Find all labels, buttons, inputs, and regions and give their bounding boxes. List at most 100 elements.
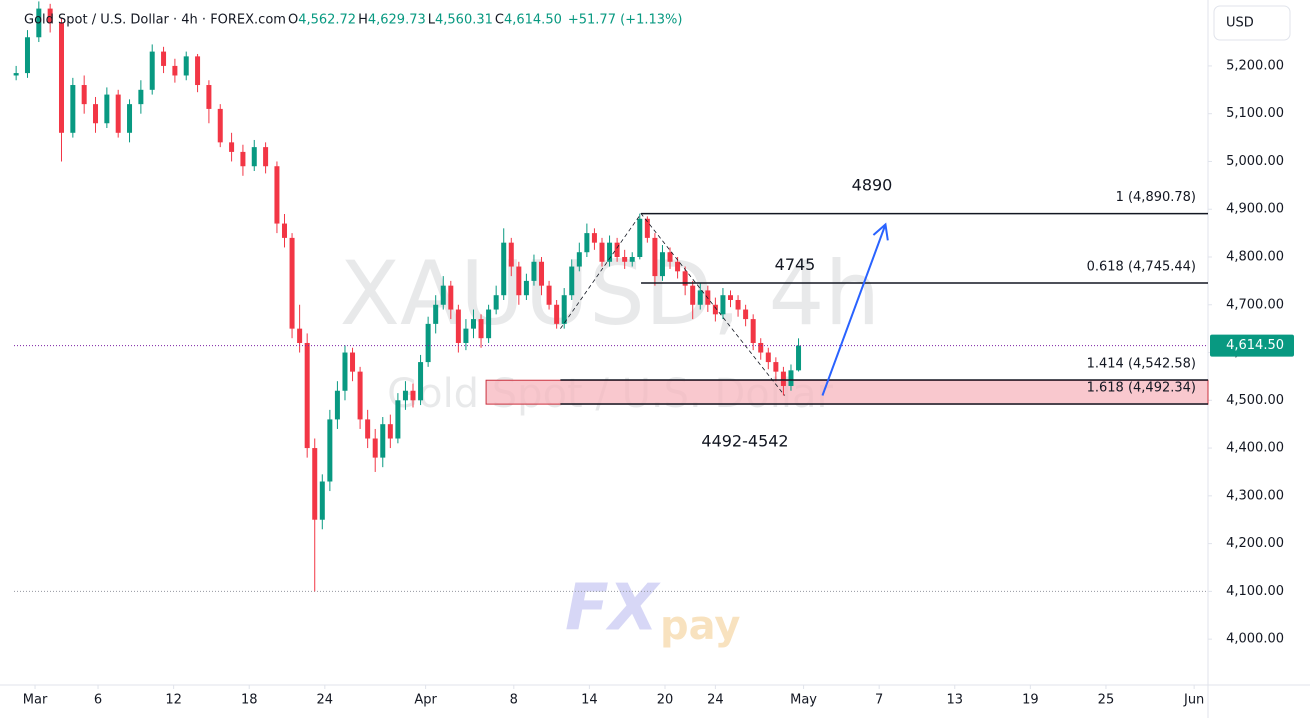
candle-body (410, 390, 416, 401)
last-price-label: 4,614.50 (1226, 338, 1284, 353)
candle-body (644, 218, 650, 238)
candle-body (720, 295, 726, 315)
currency-button-label[interactable]: USD (1226, 16, 1254, 31)
y-tick-label: 4,800.00 (1226, 249, 1284, 264)
candle-body (448, 285, 454, 310)
candle-body (251, 147, 257, 167)
ohlc-value: 4,614.50 (504, 13, 562, 28)
candle-body (501, 242, 507, 296)
candle-body (365, 419, 371, 439)
candle-body (240, 151, 246, 167)
candle-body (104, 94, 110, 124)
fib-label: 1.618 (4,492.34) (1087, 380, 1196, 395)
x-tick-label: Apr (414, 693, 437, 708)
candle-body (327, 419, 333, 482)
candle-body (599, 242, 605, 262)
candle-body (58, 22, 64, 133)
fib-label: 0.618 (4,745.44) (1087, 260, 1196, 275)
candle-body (138, 89, 144, 105)
ohlc-key: L (428, 13, 436, 28)
ohlc-value: 4,562.72 (298, 13, 356, 28)
candle-body (433, 304, 439, 324)
candle-body (81, 85, 87, 105)
candle-body (127, 104, 133, 133)
candle-body (546, 285, 552, 305)
ohlc-key: O (288, 13, 298, 28)
candle-body (229, 142, 235, 152)
candle-body (516, 266, 522, 296)
x-tick-label: 24 (707, 693, 724, 708)
candle-body (478, 319, 484, 339)
candle-body (281, 223, 287, 238)
candle-body (758, 342, 764, 353)
candle-body (486, 309, 492, 339)
candle-body (531, 261, 537, 281)
candle-body (697, 290, 703, 305)
y-tick-label: 4,200.00 (1226, 536, 1284, 551)
candle-body (743, 309, 749, 320)
candle-body (93, 104, 99, 124)
candle-body (765, 352, 771, 363)
y-tick-label: 5,000.00 (1226, 154, 1284, 169)
candle-body (652, 237, 658, 277)
candle-body (591, 233, 597, 243)
candle-body (712, 304, 718, 315)
candle-body (773, 362, 779, 372)
candle-body (667, 252, 673, 262)
candle-body (508, 242, 514, 267)
symbol-title: Gold Spot / U.S. Dollar · 4h · FOREX.com (24, 13, 286, 28)
candle-body (780, 371, 786, 386)
candle-body (263, 147, 269, 167)
y-tick-label: 4,000.00 (1226, 632, 1284, 647)
candle-body (569, 266, 575, 296)
candle-body (607, 242, 613, 262)
candle-body (750, 319, 756, 343)
x-tick-label: 25 (1098, 693, 1115, 708)
candle-body (274, 166, 280, 224)
candle-body (463, 328, 469, 343)
candle-body (418, 362, 424, 401)
candle-body (172, 65, 178, 76)
forecast-arrow (821, 224, 887, 396)
candle-body (13, 73, 19, 76)
candle-body (47, 8, 53, 23)
x-tick-label: 18 (241, 693, 258, 708)
candle-body (372, 438, 378, 458)
candle-body (614, 242, 620, 257)
last-price-tag (1210, 334, 1294, 357)
candle-body (195, 56, 201, 86)
x-tick-label: 8 (510, 693, 518, 708)
x-tick-label: Mar (23, 693, 48, 708)
candle-body (115, 94, 121, 133)
x-tick-label: 6 (94, 693, 102, 708)
y-tick-label: 4,400.00 (1226, 441, 1284, 456)
x-tick-label: 13 (946, 693, 963, 708)
candle-body (788, 370, 794, 386)
price-change: +51.77 (+1.13%) (568, 13, 683, 28)
candle-body (36, 8, 42, 38)
candle-body (629, 256, 635, 262)
candle-body (402, 390, 408, 401)
candle-body (312, 448, 318, 520)
candle-body (425, 323, 431, 363)
ohlc-value: 4,560.31 (435, 13, 493, 28)
forecast-arrow-head (872, 222, 889, 241)
candle-body (206, 85, 212, 109)
x-tick-label: May (790, 693, 817, 708)
ohlc-key: C (495, 13, 504, 28)
candle-body (561, 295, 567, 324)
candle-body (395, 400, 401, 439)
candle-body (70, 85, 76, 133)
target-label: 4745 (775, 255, 816, 274)
y-tick-label: 4,900.00 (1226, 202, 1284, 217)
candle-body (149, 51, 155, 90)
x-tick-label: Jun (1183, 693, 1204, 708)
candle-body (637, 218, 643, 257)
ohlc-value: 4,629.73 (368, 13, 426, 28)
candle-body (690, 285, 696, 305)
candle-body (455, 309, 461, 343)
candle-body (675, 261, 681, 272)
logo-pay: pay (660, 603, 740, 649)
currency-button[interactable] (1213, 5, 1291, 41)
